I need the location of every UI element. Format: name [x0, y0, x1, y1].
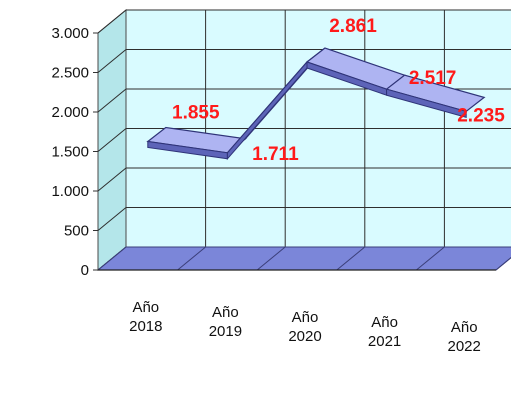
gridline-side	[97, 88, 127, 113]
x-tick-label: Año 2019	[209, 304, 242, 340]
x-tick-label-line: Año	[212, 304, 239, 321]
x-tick-label-line: Año	[132, 299, 159, 316]
x-tick-label-line: Año	[451, 319, 478, 336]
floor-divider	[495, 257, 511, 271]
gridline-side	[97, 207, 127, 231]
gridline-side	[97, 9, 127, 34]
data-label: 2.861	[329, 16, 377, 37]
data-label: 2.235	[457, 105, 505, 126]
x-tick-label-line: 2021	[368, 333, 401, 350]
chart-floor	[96, 246, 511, 271]
x-tick-label-line: 2022	[448, 338, 481, 355]
y-tick-label: 2.000	[51, 104, 89, 121]
x-tick-label: Año 2021	[368, 314, 401, 350]
y-tick-label: 1.000	[51, 183, 89, 200]
x-tick-label-line: 2020	[288, 328, 321, 345]
x-tick-label-line: Año	[292, 309, 319, 326]
data-label: 1.711	[252, 144, 299, 165]
data-label: 2.517	[409, 68, 457, 89]
floor-plane	[96, 246, 511, 271]
y-tick-label: 0	[81, 262, 89, 279]
x-tick-label-line: 2019	[209, 323, 242, 340]
x-axis: Año 2018 Año 2019 Año 2020 Año 2021 Año 2022	[129, 299, 481, 355]
floor-divider	[256, 246, 286, 271]
x-tick-label-line: Año	[371, 314, 398, 331]
x-tick-label: Año 2020	[288, 309, 321, 345]
floor-divider	[177, 246, 206, 271]
x-tick-label: Año 2018	[129, 299, 162, 335]
floor-divider	[97, 246, 127, 271]
y-tick-label: 3.000	[51, 25, 89, 42]
y-tick-label: 500	[64, 223, 89, 240]
x-tick-label: Año 2022	[448, 319, 481, 355]
y-axis: 0 500 1.000 1.500 2.000 2.500 3.000	[51, 25, 98, 279]
x-tick-label-line: 2018	[129, 318, 162, 335]
floor-divider	[336, 246, 366, 271]
line-series	[146, 47, 486, 161]
y-tick-label: 1.500	[51, 144, 89, 161]
line-segment-side	[386, 88, 467, 119]
y-tick-label: 2.500	[51, 65, 89, 82]
data-label: 1.855	[172, 102, 220, 123]
gridline-side	[97, 128, 127, 152]
gridline-side	[97, 49, 127, 73]
floor-divider	[416, 246, 445, 271]
gridline-side	[97, 167, 127, 192]
